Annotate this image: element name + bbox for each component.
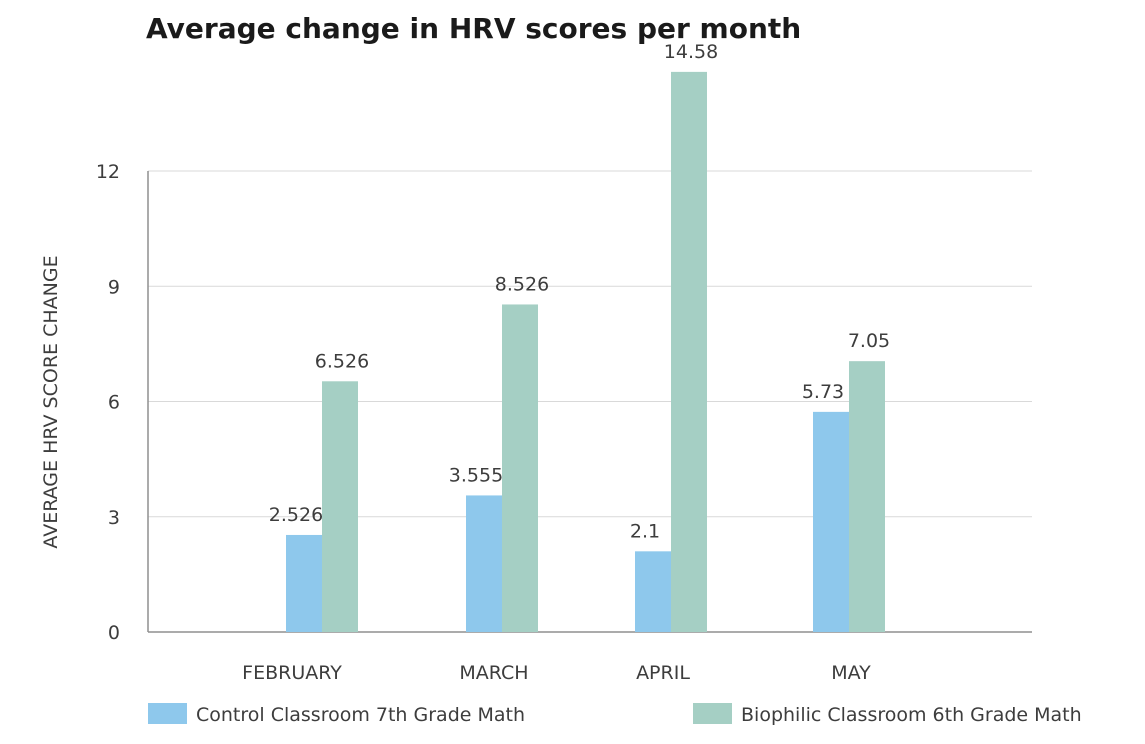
y-tick-label: 9 <box>108 276 120 298</box>
legend: Control Classroom 7th Grade Math Biophili… <box>148 703 1082 726</box>
x-axis-categories: FEBRUARY MARCH APRIL MAY <box>242 662 871 684</box>
bar-control-may <box>813 411 849 632</box>
bar-biophilic-may <box>849 361 885 632</box>
y-tick-label: 3 <box>108 507 120 529</box>
chart-title: Average change in HRV scores per month <box>146 12 801 45</box>
data-label: 2.526 <box>269 504 323 526</box>
y-tick-label: 0 <box>108 622 120 644</box>
y-tick-label: 12 <box>96 161 120 183</box>
y-tick-label: 6 <box>108 392 120 414</box>
bar-biophilic-april <box>671 71 707 632</box>
data-label: 8.526 <box>495 273 549 295</box>
x-category-label: FEBRUARY <box>242 662 342 684</box>
data-label: 5.73 <box>802 381 844 403</box>
legend-label: Biophilic Classroom 6th Grade Math <box>741 704 1082 726</box>
data-labels: 2.526 6.526 3.555 8.526 2.1 14.58 5.73 7.05 <box>269 41 890 542</box>
data-label: 7.05 <box>848 330 890 352</box>
gridlines <box>147 170 1032 633</box>
bar-biophilic-february <box>322 381 358 632</box>
bars <box>286 71 885 632</box>
bar-control-april <box>635 551 671 632</box>
data-label: 3.555 <box>449 464 503 486</box>
data-label: 2.1 <box>630 520 660 542</box>
bar-control-march <box>466 495 502 632</box>
data-label: 6.526 <box>315 350 369 372</box>
x-category-label: APRIL <box>636 662 690 684</box>
x-category-label: MAY <box>831 662 871 684</box>
y-axis-ticks: 0 3 6 9 12 <box>96 161 120 644</box>
y-axis-title: AVERAGE HRV SCORE CHANGE <box>40 255 62 548</box>
legend-swatch <box>693 703 732 724</box>
data-label: 14.58 <box>664 41 718 63</box>
legend-swatch <box>148 703 187 724</box>
bar-control-february <box>286 534 322 632</box>
x-category-label: MARCH <box>459 662 528 684</box>
legend-label: Control Classroom 7th Grade Math <box>196 704 525 726</box>
bar-biophilic-march <box>502 304 538 632</box>
